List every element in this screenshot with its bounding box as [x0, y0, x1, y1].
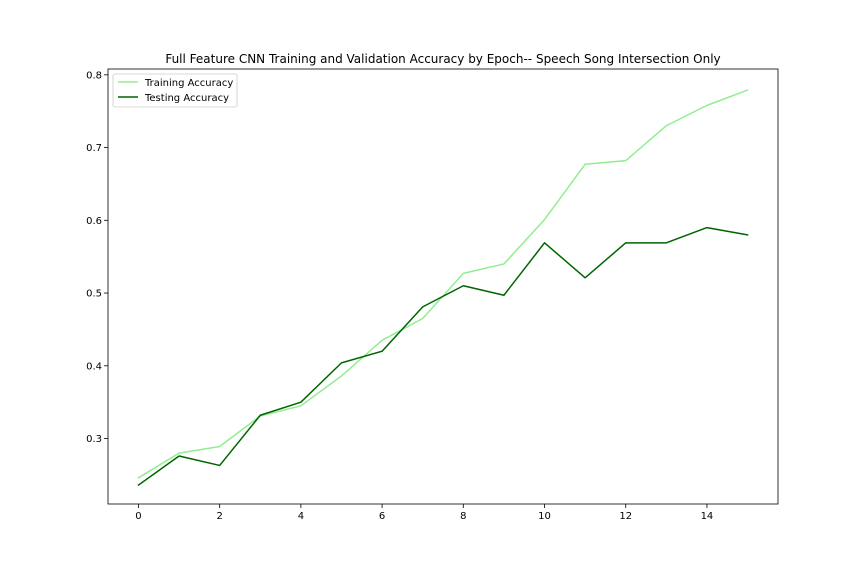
legend-label-training-accuracy: Training Accuracy [144, 78, 233, 89]
chart-title: Full Feature CNN Training and Validation… [165, 52, 720, 66]
x-tick-label: 10 [538, 511, 551, 522]
y-tick-label: 0.6 [86, 216, 102, 227]
y-tick-label: 0.4 [86, 361, 102, 372]
y-tick-label: 0.8 [86, 70, 102, 81]
legend-label-testing-accuracy: Testing Accuracy [144, 93, 229, 104]
x-tick-label: 0 [135, 511, 141, 522]
series-line-testing-accuracy [137, 226, 749, 487]
y-tick-label: 0.3 [86, 434, 102, 445]
legend: Training Accuracy Testing Accuracy [112, 73, 238, 108]
series-line-training-accuracy [137, 89, 749, 479]
x-tick-label: 8 [460, 511, 466, 522]
x-tick-label: 4 [298, 511, 304, 522]
x-axis: 0 2 4 6 8 10 12 14 [135, 504, 713, 522]
x-tick-label: 6 [379, 511, 385, 522]
x-tick-label: 12 [619, 511, 632, 522]
y-axis: 0.3 0.4 0.5 0.6 0.7 0.8 [86, 70, 108, 445]
legend-box [112, 73, 238, 108]
x-tick-label: 14 [701, 511, 714, 522]
x-tick-label: 2 [216, 511, 222, 522]
y-tick-label: 0.7 [86, 143, 102, 154]
plot-frame [107, 68, 779, 505]
plot-area [137, 89, 749, 487]
y-tick-label: 0.5 [86, 289, 102, 300]
